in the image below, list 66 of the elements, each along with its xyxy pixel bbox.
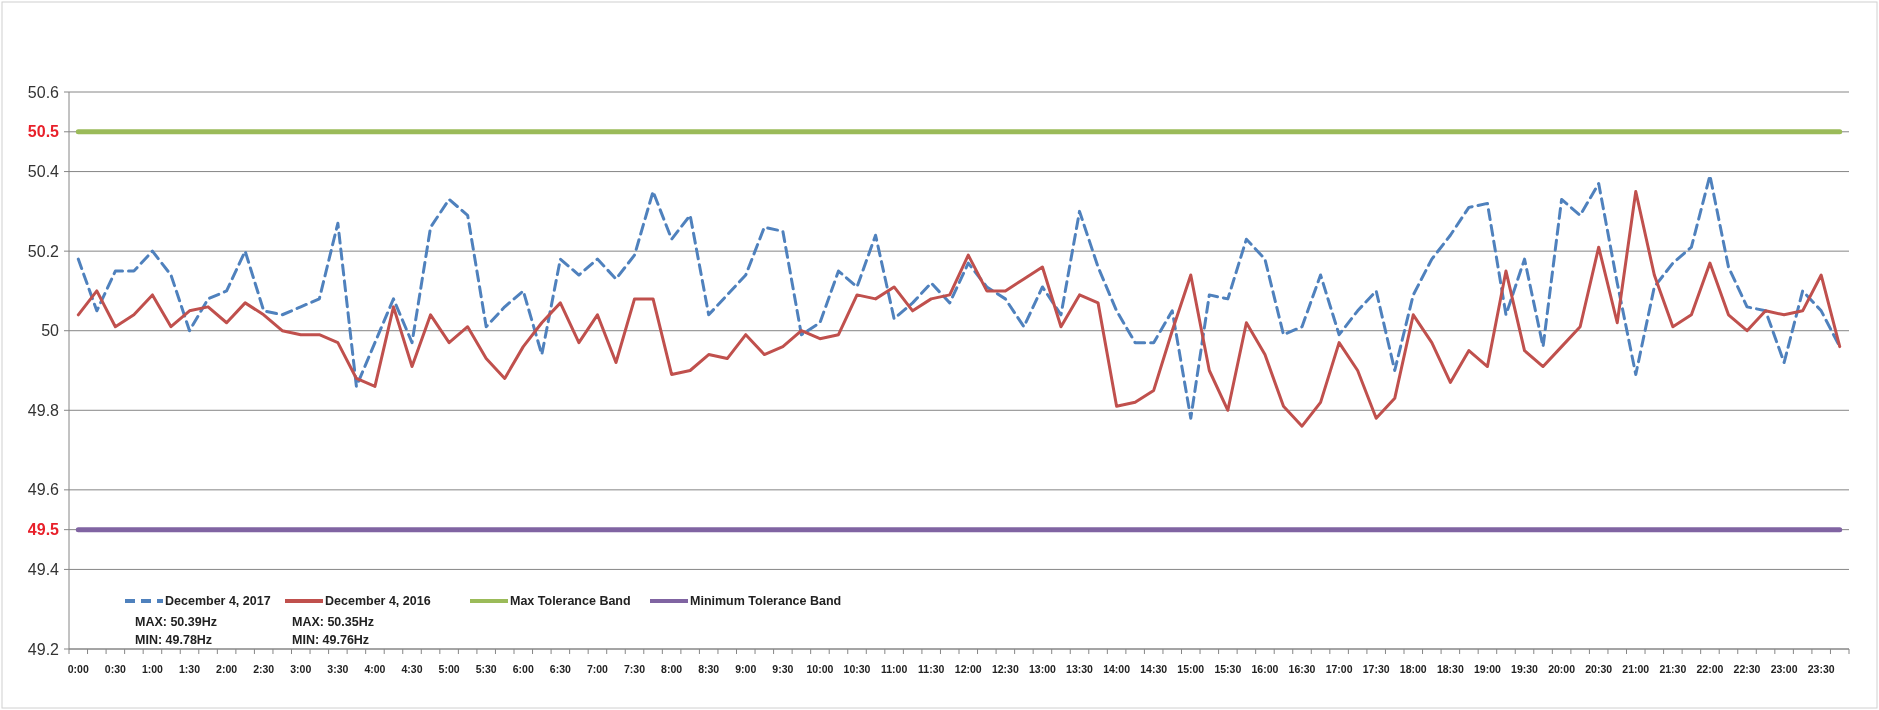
- x-tick-label: 11:30: [918, 663, 945, 675]
- annotation: MIN: 49.76Hz: [292, 633, 370, 648]
- x-tick-label: 16:00: [1251, 663, 1279, 675]
- x-tick-label: 0:00: [67, 663, 89, 675]
- annotation: MAX: 50.39Hz: [135, 615, 217, 630]
- legend-label: Minimum Tolerance Band: [690, 594, 842, 609]
- x-tick-label: 9:00: [735, 663, 757, 675]
- y-tick-label: 49.4: [27, 561, 60, 579]
- annotation: MAX: 50.35Hz: [292, 615, 374, 630]
- x-tick-label: 4:00: [364, 663, 386, 675]
- x-tick-label: 4:30: [401, 663, 423, 675]
- x-tick-label: 6:00: [512, 663, 534, 675]
- y-tick-label: 49.5: [27, 521, 60, 539]
- x-tick-label: 22:00: [1696, 663, 1724, 675]
- annotation: MIN: 49.78Hz: [135, 633, 213, 648]
- x-tick-label: 8:30: [698, 663, 720, 675]
- y-tick-label: 49.8: [27, 401, 60, 419]
- y-tick-label: 50: [41, 322, 60, 340]
- x-tick-label: 22:30: [1733, 663, 1761, 675]
- x-tick-label: 1:00: [141, 663, 164, 675]
- x-tick-label: 20:30: [1585, 663, 1613, 675]
- x-tick-label: 21:00: [1622, 663, 1650, 675]
- x-tick-label: 2:00: [216, 663, 238, 675]
- x-tick-label: 12:00: [954, 663, 982, 675]
- y-tick-label: 50.6: [27, 83, 60, 101]
- x-tick-label: 6:30: [549, 663, 572, 675]
- x-tick-label: 14:00: [1103, 663, 1131, 675]
- x-tick-label: 5:00: [438, 663, 460, 675]
- x-tick-label: 17:00: [1325, 663, 1353, 675]
- y-tick-label: 50.5: [27, 123, 60, 141]
- x-tick-label: 5:30: [475, 663, 497, 675]
- y-tick-label: 50.4: [27, 163, 60, 181]
- x-tick-label: 7:30: [624, 663, 646, 675]
- x-tick-label: 0:30: [104, 663, 127, 675]
- y-tick-label: 49.2: [27, 640, 60, 658]
- x-tick-label: 16:30: [1288, 663, 1316, 675]
- x-tick-label: 18:00: [1399, 663, 1427, 675]
- x-tick-label: 19:30: [1511, 663, 1539, 675]
- legend-label: December 4, 2017: [165, 594, 271, 609]
- x-tick-label: 20:00: [1548, 663, 1576, 675]
- x-tick-label: 12:30: [991, 663, 1019, 675]
- x-tick-label: 8:00: [661, 663, 683, 675]
- x-tick-label: 13:30: [1066, 663, 1094, 675]
- x-tick-label: 14:30: [1140, 663, 1168, 675]
- x-tick-label: 23:30: [1807, 663, 1835, 675]
- x-tick-label: 10:30: [843, 663, 871, 675]
- x-tick-label: 15:30: [1214, 663, 1242, 675]
- x-tick-label: 23:00: [1770, 663, 1798, 675]
- x-tick-label: 21:30: [1659, 663, 1687, 675]
- legend-label: Max Tolerance Band: [510, 594, 631, 609]
- x-tick-label: 3:00: [290, 663, 312, 675]
- x-tick-label: 7:00: [586, 663, 609, 675]
- x-tick-label: 11:00: [880, 663, 908, 675]
- x-tick-label: 17:30: [1362, 663, 1390, 675]
- x-tick-label: 3:30: [327, 663, 349, 675]
- x-tick-label: 10:00: [806, 663, 834, 675]
- x-tick-label: 9:30: [772, 663, 794, 675]
- x-tick-label: 13:00: [1029, 663, 1057, 675]
- x-tick-label: 1:30: [179, 663, 201, 675]
- legend-label: December 4, 2016: [325, 594, 431, 609]
- x-tick-label: 2:30: [253, 663, 275, 675]
- y-tick-label: 49.6: [27, 481, 60, 499]
- x-tick-label: 19:00: [1474, 663, 1502, 675]
- x-tick-label: 18:30: [1436, 663, 1464, 675]
- x-tick-label: 15:00: [1177, 663, 1205, 675]
- y-tick-label: 50.2: [27, 242, 60, 260]
